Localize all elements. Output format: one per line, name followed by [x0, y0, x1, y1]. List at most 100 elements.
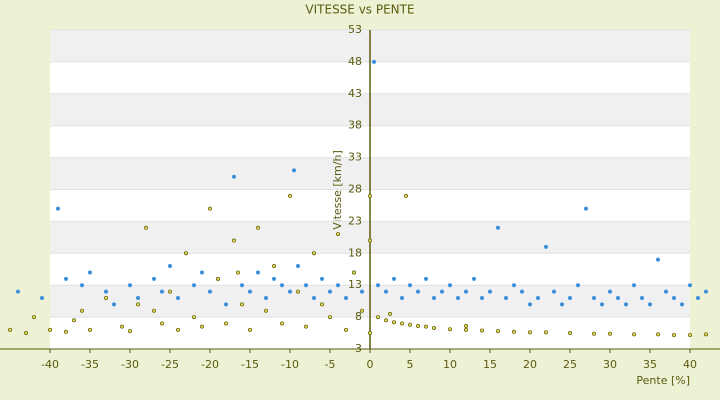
y-tick-label: 18: [348, 246, 362, 259]
point: [407, 322, 412, 327]
point: [295, 264, 300, 269]
point: [88, 327, 93, 332]
x-tick-label: 40: [683, 358, 697, 371]
point: [367, 193, 372, 198]
point: [80, 283, 85, 288]
point: [672, 295, 677, 300]
point: [431, 325, 436, 330]
point: [191, 315, 196, 320]
point: [104, 289, 109, 294]
point: [359, 289, 364, 294]
point: [255, 225, 260, 230]
y-tick-label: 38: [348, 119, 362, 132]
x-tick-label: 5: [407, 358, 414, 371]
point: [463, 289, 468, 294]
point: [199, 324, 204, 329]
point: [495, 225, 500, 230]
point: [127, 329, 132, 334]
point: [552, 289, 557, 294]
point: [503, 295, 508, 300]
point: [80, 308, 85, 313]
point: [528, 330, 533, 335]
point: [463, 327, 468, 332]
point: [600, 302, 605, 307]
point: [383, 289, 388, 294]
point: [447, 327, 452, 332]
point: [463, 324, 468, 329]
point: [159, 289, 164, 294]
point: [56, 206, 61, 211]
x-tick-label: -10: [281, 358, 299, 371]
y-tick-label: 43: [348, 87, 362, 100]
point: [151, 308, 156, 313]
point: [303, 324, 308, 329]
point: [143, 225, 148, 230]
point: [271, 264, 276, 269]
point: [407, 283, 412, 288]
point: [512, 329, 517, 334]
point: [431, 295, 436, 300]
point: [287, 289, 292, 294]
point: [239, 302, 244, 307]
point: [335, 283, 340, 288]
point: [207, 289, 212, 294]
point: [608, 289, 613, 294]
point: [159, 321, 164, 326]
point: [656, 332, 661, 337]
point: [235, 270, 240, 275]
point: [528, 302, 533, 307]
point: [72, 318, 77, 323]
point: [207, 206, 212, 211]
x-tick-label: -15: [241, 358, 259, 371]
point: [231, 238, 236, 243]
point: [255, 270, 260, 275]
point: [279, 283, 284, 288]
point: [520, 289, 525, 294]
x-tick-label: -40: [41, 358, 59, 371]
point: [512, 283, 517, 288]
point: [439, 289, 444, 294]
point: [696, 295, 701, 300]
point: [403, 193, 408, 198]
point: [191, 283, 196, 288]
point: [688, 332, 693, 337]
point: [311, 295, 316, 300]
point: [223, 302, 228, 307]
point: [648, 302, 653, 307]
point: [23, 331, 28, 336]
point: [231, 174, 236, 179]
x-tick-label: -30: [121, 358, 139, 371]
point: [40, 295, 45, 300]
point: [291, 168, 296, 173]
point: [127, 283, 132, 288]
point: [319, 276, 324, 281]
chart-title: VITESSE vs PENTE: [305, 3, 414, 17]
x-tick-label: 15: [483, 358, 497, 371]
point: [32, 315, 37, 320]
point: [367, 331, 372, 336]
point: [135, 302, 140, 307]
point: [455, 295, 460, 300]
point: [375, 283, 380, 288]
point: [632, 283, 637, 288]
point: [640, 295, 645, 300]
point: [479, 328, 484, 333]
point: [88, 270, 93, 275]
point: [263, 295, 268, 300]
point: [415, 289, 420, 294]
y-tick-label: 28: [348, 183, 362, 196]
point: [672, 332, 677, 337]
point: [479, 295, 484, 300]
point: [311, 251, 316, 256]
point: [664, 289, 669, 294]
point: [383, 318, 388, 323]
point: [688, 283, 693, 288]
point: [680, 302, 685, 307]
point: [120, 324, 125, 329]
point: [64, 329, 69, 334]
point: [319, 302, 324, 307]
point: [704, 289, 709, 294]
point: [271, 276, 276, 281]
y-tick-label: 13: [348, 278, 362, 291]
